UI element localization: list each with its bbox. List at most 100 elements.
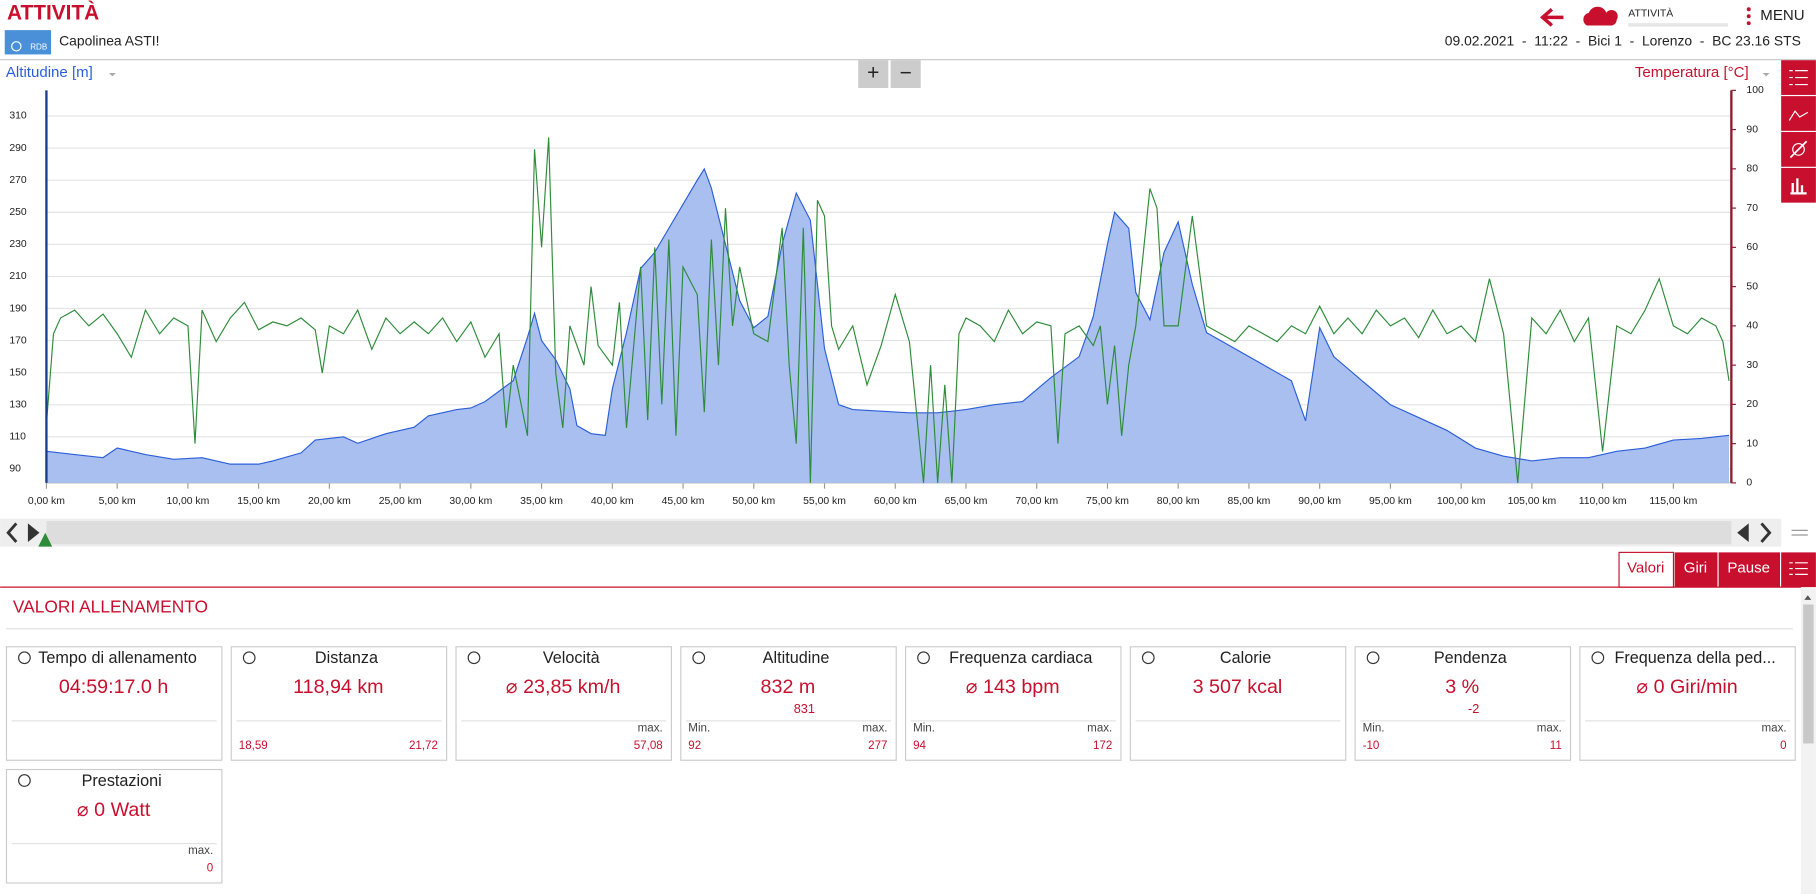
y2-tick-label: 70 <box>1746 203 1758 214</box>
status-bar <box>1628 23 1728 27</box>
card-icon <box>1141 651 1155 665</box>
icon <box>1788 110 1809 121</box>
icon <box>1789 562 1808 575</box>
card-right-value: 277 <box>868 740 887 752</box>
y2-tick-label: 90 <box>1746 124 1758 135</box>
card-left-label: Min. <box>1363 722 1385 734</box>
y2-tick-label: 100 <box>1746 85 1764 96</box>
stat-card <box>904 646 1122 761</box>
y-tick-label: 230 <box>9 239 27 250</box>
tab-menu[interactable] <box>1781 552 1816 588</box>
x-tick-label: 60,00 km <box>874 496 917 507</box>
x-tick-label: 50,00 km <box>732 496 775 507</box>
y2-tick-label: 40 <box>1746 321 1758 332</box>
card-left-value: 18,59 <box>239 740 268 752</box>
range-handle-right[interactable] <box>1737 523 1749 542</box>
stat-card <box>1354 646 1572 761</box>
x-tick-label: 85,00 km <box>1228 496 1271 507</box>
card-right-value: 0 <box>1780 740 1786 752</box>
card-right-label: max. <box>188 845 213 857</box>
scroll-up[interactable] <box>1804 595 1812 600</box>
stat-card <box>455 646 672 761</box>
x-tick-label: 20,00 km <box>308 496 351 507</box>
card-value: 04:59:17.0 h <box>59 676 168 698</box>
x-tick-label: 95,00 km <box>1369 496 1412 507</box>
range-handle-left[interactable] <box>27 523 40 542</box>
y-tick-label: 290 <box>9 143 27 154</box>
sync-button[interactable] <box>1583 6 1618 26</box>
card-icon <box>692 651 706 665</box>
x-tick-label: 45,00 km <box>662 496 705 507</box>
y2-axis-title[interactable]: Temperatura [°C] <box>1635 64 1749 81</box>
x-tick-label: 110,00 km <box>1579 496 1627 507</box>
scroll-right[interactable] <box>1760 522 1772 543</box>
tab[interactable] <box>1674 552 1718 588</box>
x-tick-label: 75,00 km <box>1086 496 1129 507</box>
card-right-label: max. <box>1762 722 1787 734</box>
y-axis-title[interactable]: Altitudine [m] <box>6 64 93 81</box>
y-tick-label: 250 <box>9 207 27 218</box>
card-value: 118,94 km <box>293 676 383 698</box>
side-toolbar <box>1781 60 1816 203</box>
card-right-value: 0 <box>207 863 213 875</box>
series-line <box>45 137 1730 483</box>
x-tick-label: 105,00 km <box>1508 496 1557 507</box>
card-icon <box>1366 651 1380 665</box>
x-tick-label: 70,00 km <box>1015 496 1058 507</box>
y2-tick-label: 80 <box>1746 164 1758 175</box>
card-right-label: max. <box>638 722 663 734</box>
card-right-label: max. <box>1537 722 1562 734</box>
dropdown-caret <box>1762 72 1770 77</box>
area <box>46 168 1730 483</box>
stat-card <box>1129 646 1347 761</box>
card-title: Prestazioni <box>82 772 162 790</box>
y-tick-label: 210 <box>9 271 27 282</box>
card-left-value: -10 <box>1363 740 1380 752</box>
y-tick-label: 110 <box>9 432 26 443</box>
scroll-left[interactable] <box>6 522 18 543</box>
menu-dot <box>1746 7 1751 12</box>
x-tick-label: 25,00 km <box>379 496 422 507</box>
icon <box>1789 70 1808 86</box>
card-title: Altitudine <box>763 649 830 667</box>
stat-card <box>230 646 448 761</box>
x-tick-label: 15,00 km <box>237 496 280 507</box>
section-title: VALORI ALLENAMENTO <box>13 597 208 617</box>
drag-handle <box>1791 529 1808 536</box>
x-tick-label: 30,00 km <box>449 496 492 507</box>
y-tick-label: 270 <box>9 175 27 186</box>
line-button[interactable] <box>1781 96 1816 131</box>
zoom-in-button[interactable] <box>858 60 889 89</box>
card-icon <box>18 651 31 665</box>
tab[interactable] <box>1718 552 1780 588</box>
x-tick-label: 10,00 km <box>166 496 209 507</box>
logo-icon <box>11 41 22 52</box>
card-icon <box>1591 651 1605 665</box>
card-left-label: Min. <box>688 722 710 734</box>
menu-dot <box>1746 21 1751 26</box>
session-info: 09.02.2021 - 11:22 - Bici 1 - Lorenzo - … <box>1445 32 1801 48</box>
card-value: ⌀ 0 Giri/min <box>1636 676 1737 698</box>
card-left-value: 94 <box>913 740 926 752</box>
card-title: Frequenza della ped... <box>1614 649 1775 667</box>
zoom-out-button[interactable] <box>890 60 921 89</box>
menu-button[interactable]: MENU <box>1760 7 1804 24</box>
y-tick-label: 170 <box>9 335 27 346</box>
x-tick-label: 55,00 km <box>803 496 846 507</box>
y2-tick-label: 10 <box>1746 438 1758 449</box>
card-right-value: 21,72 <box>409 740 438 752</box>
icon <box>1789 140 1808 159</box>
y-tick-label: 150 <box>9 367 27 378</box>
scrollbar-thumb[interactable] <box>1803 604 1814 744</box>
stat-card <box>5 646 223 761</box>
card-right-label: max. <box>862 722 887 734</box>
back-button[interactable] <box>1539 7 1564 27</box>
menu-dot <box>1746 14 1751 19</box>
card-value: ⌀ 0 Watt <box>77 799 151 821</box>
range-window[interactable] <box>46 521 1732 545</box>
card-icon <box>242 651 256 665</box>
card-icon <box>917 651 930 665</box>
card-title: Calorie <box>1220 649 1271 667</box>
tab-active[interactable] <box>1618 551 1675 588</box>
card-right-value: 172 <box>1093 740 1112 752</box>
